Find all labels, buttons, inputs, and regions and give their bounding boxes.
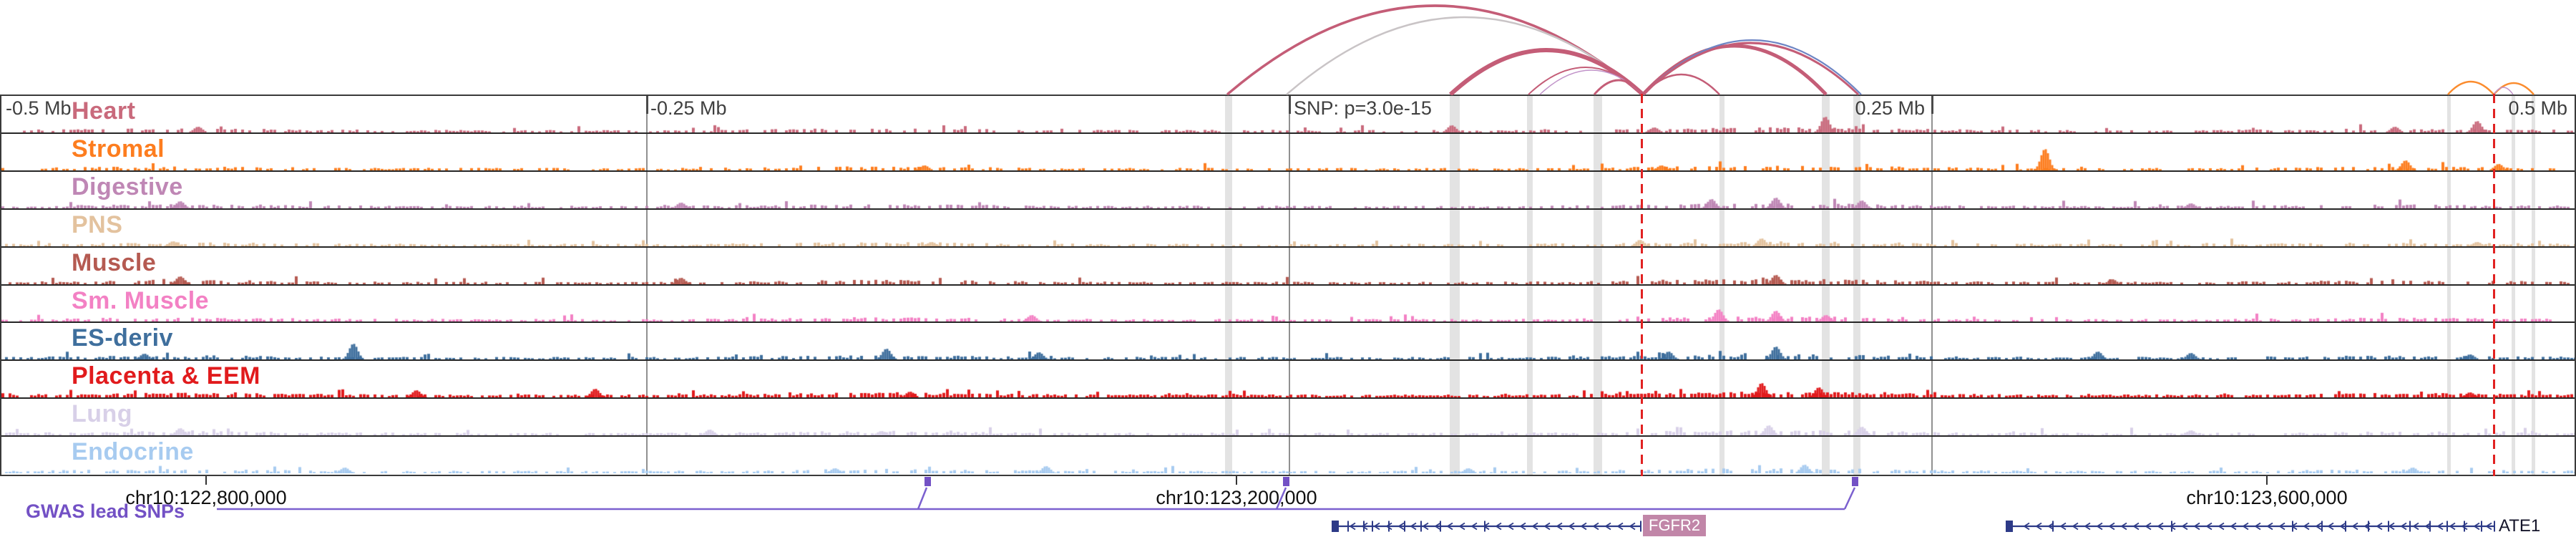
track-label-heart: Heart	[72, 97, 136, 125]
gwas-lead-snp-marker[interactable]	[1852, 477, 1858, 486]
track-row-lung[interactable]: Lung	[1, 399, 2575, 437]
gene-label-fgfr2[interactable]: FGFR2	[1643, 515, 1707, 536]
track-label-endocrine: Endocrine	[72, 438, 194, 465]
track-signal-lung	[1, 399, 2575, 435]
track-signal-muscle	[1, 248, 2575, 284]
track-row-digestive[interactable]: Digestive	[1, 172, 2575, 210]
gwas-lead-snps-label: GWAS lead SNPs	[26, 500, 185, 522]
track-separator	[1, 359, 2575, 361]
gwas-lead-snp-marker[interactable]	[1283, 477, 1289, 486]
track-separator	[1, 132, 2575, 134]
track-label-stromal: Stromal	[72, 135, 165, 163]
track-label-muscle: Muscle	[72, 249, 157, 276]
interaction-arc[interactable]	[2493, 87, 2514, 95]
coordinate-label-0: chr10:122,800,000	[125, 487, 287, 508]
interaction-arc[interactable]	[2447, 80, 2494, 95]
gene-model-fgfr2[interactable]	[1332, 521, 1641, 532]
track-area: Heart Stromal Digestive PNS Muscle Sm. Muscle…	[0, 95, 2576, 476]
track-signal-heart	[1, 96, 2575, 132]
snp-position-line	[1640, 94, 1643, 476]
interaction-arc[interactable]	[1593, 79, 1644, 95]
track-label-pns: PNS	[72, 211, 123, 238]
track-separator	[1, 284, 2575, 286]
interaction-arc[interactable]	[1286, 16, 1644, 95]
track-separator	[1, 321, 2575, 323]
scale-label-4: 0.5 Mb	[2508, 97, 2567, 119]
track-separator	[1, 170, 2575, 172]
track-label-es-deriv: ES-deriv	[72, 324, 173, 352]
track-row-placenta[interactable]: Placenta & EEM	[1, 361, 2575, 399]
track-label-lung: Lung	[72, 400, 133, 427]
gridline-tick	[1931, 96, 1933, 114]
track-label-sm-muscle: Sm. Muscle	[72, 287, 210, 314]
axis-tick	[1236, 476, 1237, 485]
gwas-lead-snp-marker[interactable]	[924, 477, 931, 486]
track-row-sm-muscle[interactable]: Sm. Muscle	[1, 286, 2575, 323]
interaction-arcs-layer	[1226, 4, 2534, 95]
scale-label-0: -0.5 Mb	[6, 97, 72, 119]
track-separator	[1, 246, 2575, 248]
coordinate-label-2: chr10:123,600,000	[2186, 487, 2348, 508]
track-row-es-deriv[interactable]: ES-deriv	[1, 323, 2575, 361]
axis-tick	[205, 476, 207, 485]
track-signal-stromal	[1, 134, 2575, 170]
track-signal-pns	[1, 210, 2575, 246]
gene-label-ate1[interactable]: ATE1	[2499, 516, 2541, 536]
coordinate-label-1: chr10:123,200,000	[1156, 487, 1317, 508]
interaction-arc[interactable]	[1448, 48, 1645, 95]
track-separator	[1, 208, 2575, 210]
track-label-placenta: Placenta & EEM	[72, 362, 260, 390]
interaction-arc[interactable]	[1641, 42, 1860, 95]
track-signal-digestive	[1, 172, 2575, 208]
gridline-tick	[1288, 96, 1291, 114]
track-signal-es-deriv	[1, 323, 2575, 359]
track-separator	[1, 397, 2575, 399]
track-signal-endocrine	[1, 437, 2575, 473]
gridline-tick	[645, 96, 648, 114]
track-row-heart[interactable]: Heart	[1, 96, 2575, 134]
snp-position-line	[2492, 94, 2495, 476]
track-row-endocrine[interactable]: Endocrine	[1, 437, 2575, 475]
track-row-stromal[interactable]: Stromal	[1, 134, 2575, 172]
gene-model-ate1[interactable]	[2006, 521, 2495, 532]
track-label-digestive: Digestive	[72, 173, 183, 200]
gwas-and-gene-annotation-layer	[217, 477, 2495, 532]
track-signal-sm-muscle	[1, 286, 2575, 321]
track-row-muscle[interactable]: Muscle	[1, 248, 2575, 286]
scale-label-3: 0.25 Mb	[1855, 97, 1925, 119]
track-row-pns[interactable]: PNS	[1, 210, 2575, 248]
scale-label-1: -0.25 Mb	[650, 97, 727, 119]
track-separator	[1, 435, 2575, 437]
scale-label-2: SNP: p=3.0e-15	[1294, 97, 1432, 119]
track-signal-placenta	[1, 361, 2575, 397]
axis-tick	[2266, 476, 2268, 485]
